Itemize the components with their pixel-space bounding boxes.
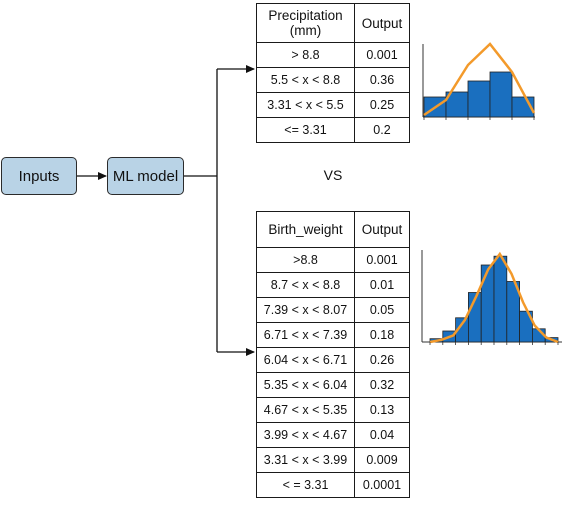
birth-header-range: Birth_weight — [256, 211, 355, 248]
precip-row: <= 3.31 0.2 — [256, 117, 410, 143]
birth-range-cell: 6.04 < x < 6.71 — [256, 347, 355, 373]
birth-range-cell: 5.35 < x < 6.04 — [256, 372, 355, 398]
birth-range-cell: >8.8 — [256, 247, 355, 273]
birth-row: 6.71 < x < 7.39 0.18 — [256, 322, 410, 348]
precip-output-cell: 0.001 — [354, 42, 410, 68]
birth-row: 3.99 < x < 4.67 0.04 — [256, 422, 410, 448]
birth-bar — [519, 310, 533, 343]
precip-header-output: Output — [354, 3, 410, 43]
birth-range-cell: 8.7 < x < 8.8 — [256, 272, 355, 298]
birth-range-cell: 6.71 < x < 7.39 — [256, 322, 355, 348]
inputs-label: Inputs — [18, 167, 60, 185]
birth-output-cell: 0.32 — [354, 372, 410, 398]
precip-range-cell: > 8.8 — [256, 42, 355, 68]
birth-row: 8.7 < x < 8.8 0.01 — [256, 272, 410, 298]
birth-output-cell: 0.13 — [354, 397, 410, 423]
birth-output-cell: 0.001 — [354, 247, 410, 273]
birth-curve — [429, 251, 559, 344]
vs-label: VS — [323, 167, 343, 183]
precip-header-range: Precipitation (mm) — [256, 3, 355, 43]
birth-range-cell: 3.99 < x < 4.67 — [256, 422, 355, 448]
birth-range-cell: 7.39 < x < 8.07 — [256, 297, 355, 323]
inputs-box: Inputs — [1, 157, 77, 195]
precip-output-cell: 0.2 — [354, 117, 410, 143]
birth-output-cell: 0.0001 — [354, 472, 410, 498]
birth-row: 7.39 < x < 8.07 0.05 — [256, 297, 410, 323]
birth-row: < = 3.31 0.0001 — [256, 472, 410, 498]
birth-row: 5.35 < x < 6.04 0.32 — [256, 372, 410, 398]
precip-output-cell: 0.25 — [354, 92, 410, 118]
precip-histogram — [422, 42, 536, 120]
birth-row: 4.67 < x < 5.35 0.13 — [256, 397, 410, 423]
birth-row: 6.04 < x < 6.71 0.26 — [256, 347, 410, 373]
birth-histogram — [421, 250, 562, 345]
birth-output-cell: 0.18 — [354, 322, 410, 348]
birth-output-cell: 0.009 — [354, 447, 410, 473]
birth-output-cell: 0.05 — [354, 297, 410, 323]
precip-bar — [489, 71, 513, 118]
birth-weight-table: Birth_weight Output >8.8 0.001 8.7 < x < 8… — [256, 211, 410, 498]
birth-output-cell: 0.26 — [354, 347, 410, 373]
birth-output-cell: 0.04 — [354, 422, 410, 448]
precipitation-table: Precipitation (mm) Output > 8.8 0.001 5.5 … — [256, 3, 410, 143]
precip-output-cell: 0.36 — [354, 67, 410, 93]
birth-row: 3.31 < x < 3.99 0.009 — [256, 447, 410, 473]
precip-range-cell: 5.5 < x < 8.8 — [256, 67, 355, 93]
precip-range-cell: <= 3.31 — [256, 117, 355, 143]
precip-row: 3.31 < x < 5.5 0.25 — [256, 92, 410, 118]
ml-model-label: ML model — [112, 167, 179, 185]
precip-curve — [423, 42, 536, 117]
birth-row: >8.8 0.001 — [256, 247, 410, 273]
ml-model-box: ML model — [107, 157, 184, 195]
birth-header-output: Output — [354, 211, 410, 248]
precip-range-cell: 3.31 < x < 5.5 — [256, 92, 355, 118]
birth-range-cell: 4.67 < x < 5.35 — [256, 397, 355, 423]
birth-output-cell: 0.01 — [354, 272, 410, 298]
birth-bar — [493, 255, 508, 343]
precip-row: 5.5 < x < 8.8 0.36 — [256, 67, 410, 93]
birth-range-cell: < = 3.31 — [256, 472, 355, 498]
precip-row: > 8.8 0.001 — [256, 42, 410, 68]
birth-range-cell: 3.31 < x < 3.99 — [256, 447, 355, 473]
precip-bar — [467, 80, 491, 118]
birth-bar — [480, 264, 495, 343]
